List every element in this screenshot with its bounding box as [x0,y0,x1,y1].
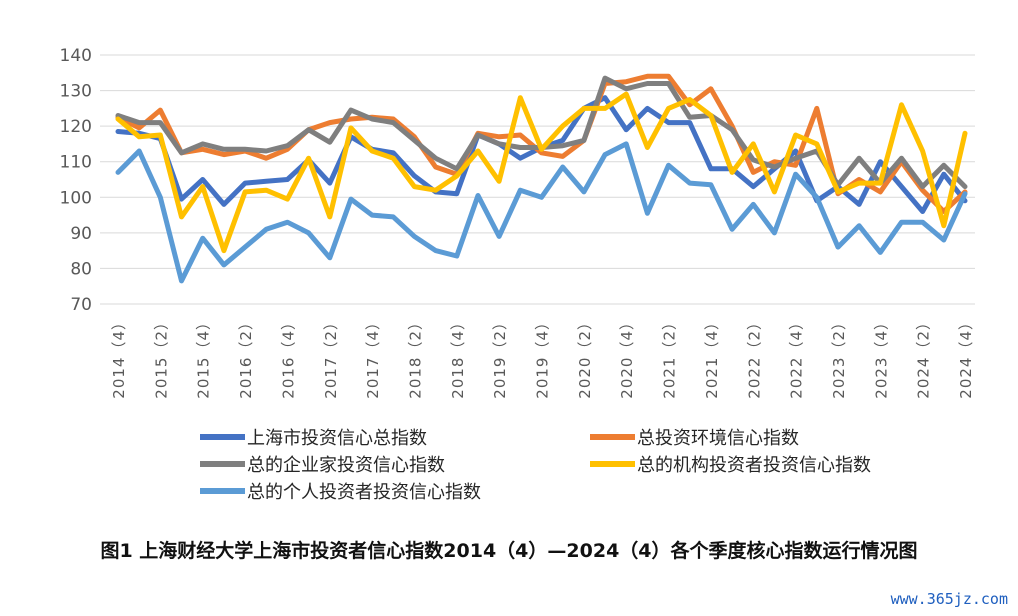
x-tick-label: 2024（4） [957,314,975,399]
legend-label: 总投资环境信心指数 [637,428,799,449]
series-line-3 [115,75,968,190]
legend-label: 总的企业家投资信心指数 [247,455,445,476]
y-axis-ticks: 70 80 90 100 110 120 130 140 [60,46,92,315]
series-line-4 [115,91,968,254]
x-tick-label: 2021（2） [661,314,679,399]
y-tick-label: 100 [60,188,92,208]
legend-label: 上海市投资信心总指数 [247,428,427,449]
x-tick-label: 2024（2） [915,314,933,399]
x-tick-label: 2015（2） [152,314,170,399]
y-tick-label: 130 [60,82,92,102]
x-tick-label: 2017（2） [322,314,340,399]
x-tick-label: 2016（2） [237,314,255,399]
series-line-5 [115,141,968,284]
series-lines [115,73,968,284]
x-tick-label: 2023（2） [830,314,848,399]
series-line-2 [115,73,968,214]
y-tick-label: 90 [70,224,92,244]
x-tick-label: 2015（4） [195,314,213,399]
legend-label: 总的机构投资者投资信心指数 [637,455,871,476]
y-tick-label: 110 [60,153,92,173]
gridlines [100,54,975,305]
x-tick-label: 2023（4） [872,314,890,399]
figure-caption: 图1 上海财经大学上海市投资者信心指数2014（4）—2024（4）各个季度核心… [100,540,918,562]
x-tick-label: 2020（2） [576,314,594,399]
watermark: www.365jz.com [890,590,1008,608]
y-tick-label: 70 [70,295,92,315]
x-tick-label: 2019（4） [534,314,552,399]
x-tick-label: 2017（4） [364,314,382,399]
y-tick-label: 80 [70,259,92,279]
y-tick-label: 140 [60,46,92,66]
legend-label: 总的个人投资者投资信心指数 [247,482,481,503]
x-tick-label: 2022（4） [788,314,806,399]
x-tick-label: 2020（4） [618,314,636,399]
x-tick-label: 2014（4） [110,314,128,399]
x-tick-label: 2018（2） [406,314,424,399]
x-axis-ticks: 2014（4） 2015（2） 2015（4） 2016（2） 2016（4） 2017（… [110,314,975,399]
x-tick-label: 2021（4） [703,314,721,399]
x-tick-label: 2019（2） [491,314,509,399]
x-tick-label: 2022（2） [745,314,763,399]
line-chart: 70 80 90 100 110 120 130 140 2014（4） 2015（2） 2015… [60,46,975,503]
x-tick-label: 2016（4） [279,314,297,399]
x-tick-label: 2018（4） [449,314,467,399]
y-tick-label: 120 [60,117,92,137]
